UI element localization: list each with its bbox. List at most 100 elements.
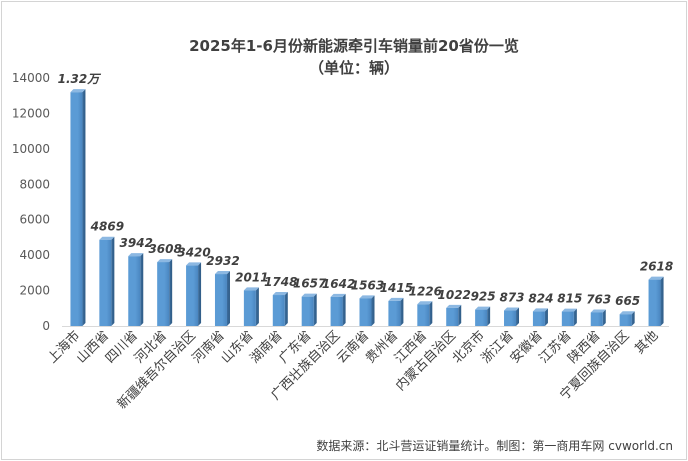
bar-side	[140, 253, 144, 326]
bar-side	[429, 301, 433, 326]
bar	[359, 298, 372, 326]
bar-value-label: 2011	[235, 270, 268, 284]
bar-side	[342, 293, 346, 326]
y-tick-label: 8000	[19, 177, 50, 191]
y-tick-label: 14000	[12, 71, 50, 85]
y-axis: 0 2000 4000 6000 8000 10000 12000 14000	[12, 71, 669, 333]
y-tick-label: 0	[42, 319, 50, 333]
bar-value-label: 665	[615, 294, 640, 308]
bar	[301, 296, 314, 326]
bar-value-label: 925	[471, 290, 496, 304]
bar	[590, 312, 603, 326]
bar-top	[99, 236, 115, 240]
bar-value-label: 1748	[264, 275, 297, 289]
bar-side	[458, 304, 462, 326]
bar	[128, 256, 141, 326]
bar-side	[371, 295, 375, 326]
y-tick-label: 12000	[12, 106, 50, 120]
bar	[504, 310, 517, 326]
bar-value-label: 2618	[640, 260, 673, 274]
bar-value-label: 1415	[380, 281, 413, 295]
bar	[648, 279, 661, 326]
bar-value-label: 4869	[90, 220, 124, 234]
bar-side	[660, 276, 664, 326]
bar	[619, 314, 632, 326]
bar-top	[619, 311, 635, 315]
bar	[446, 307, 459, 326]
bar-side	[573, 308, 577, 326]
bar-top	[157, 259, 173, 263]
bar-value-label: 3420	[177, 245, 210, 259]
bar-value-label: 1563	[351, 278, 384, 292]
y-tick-label: 10000	[12, 142, 50, 156]
bar-top	[561, 308, 577, 312]
bar-value-label: 1657	[293, 277, 327, 291]
bar-value-label: 873	[499, 291, 524, 305]
chart-title: 2025年1-6月份新能源牵引车销量前20省份一览	[189, 37, 519, 55]
y-tick-label: 4000	[19, 248, 50, 262]
bar-side	[313, 293, 317, 326]
bar-side	[198, 262, 202, 326]
chart-subtitle: （单位：辆）	[309, 59, 399, 77]
bar	[330, 296, 343, 326]
bar-side	[602, 309, 606, 326]
bar	[157, 262, 170, 326]
bar-value-label: 815	[557, 292, 582, 306]
bar-top	[330, 293, 346, 297]
bar-top	[70, 89, 86, 93]
bar-top	[128, 253, 144, 257]
bar-top	[590, 309, 606, 313]
bar-value-label: 824	[528, 291, 553, 305]
y-tick-label: 6000	[19, 213, 50, 227]
bar-top	[648, 276, 664, 280]
bar-side	[255, 287, 259, 326]
bar-side	[400, 297, 404, 326]
bar	[388, 300, 401, 326]
bar-side	[631, 311, 635, 326]
bar-value-label: 1022	[438, 288, 471, 302]
bar-top	[186, 262, 202, 266]
bar-side	[82, 89, 86, 327]
x-axis: 上海市山西省四川省河北省新疆维吾尔自治区河南省山东省湖南省广东省广西壮族自治区云…	[44, 328, 661, 413]
y-tick-label: 2000	[19, 284, 50, 298]
bar-value-label: 1642	[322, 277, 355, 291]
bar-top	[475, 306, 491, 310]
bar-top	[243, 287, 259, 291]
bar-side	[169, 259, 173, 326]
category-label: 其他	[632, 328, 661, 357]
bar-value-label: 763	[586, 292, 611, 306]
bar	[214, 274, 227, 326]
bar-value-label: 1.32万	[58, 72, 102, 86]
bar	[417, 304, 430, 326]
bar-value-label: 3608	[148, 242, 181, 256]
bar-top	[532, 308, 548, 312]
bar-side	[226, 271, 230, 326]
bar-value-label: 2932	[206, 254, 239, 268]
bar-top	[301, 293, 317, 297]
bar-side	[516, 307, 520, 326]
bar-side	[487, 306, 491, 326]
bar-top	[388, 297, 404, 301]
bar-top	[417, 301, 433, 305]
bar	[475, 309, 488, 326]
bar-top	[359, 295, 375, 299]
bar-top	[272, 292, 288, 296]
bar-side	[111, 236, 115, 326]
bar	[186, 265, 199, 326]
bar	[561, 311, 574, 326]
bar-side	[284, 292, 288, 326]
bar-value-label: 1226	[409, 284, 442, 298]
bar-top	[446, 304, 462, 308]
bar-top	[504, 307, 520, 311]
source-note: 数据来源：北斗营运证销量统计。制图：第一商用车网 cvworld.cn	[316, 438, 673, 453]
bar	[99, 239, 112, 326]
bar-value-label: 3942	[120, 236, 153, 250]
bar	[243, 290, 256, 326]
bar-top	[214, 271, 230, 275]
bar	[70, 92, 83, 327]
bar-side	[544, 308, 548, 326]
bar	[532, 311, 545, 326]
